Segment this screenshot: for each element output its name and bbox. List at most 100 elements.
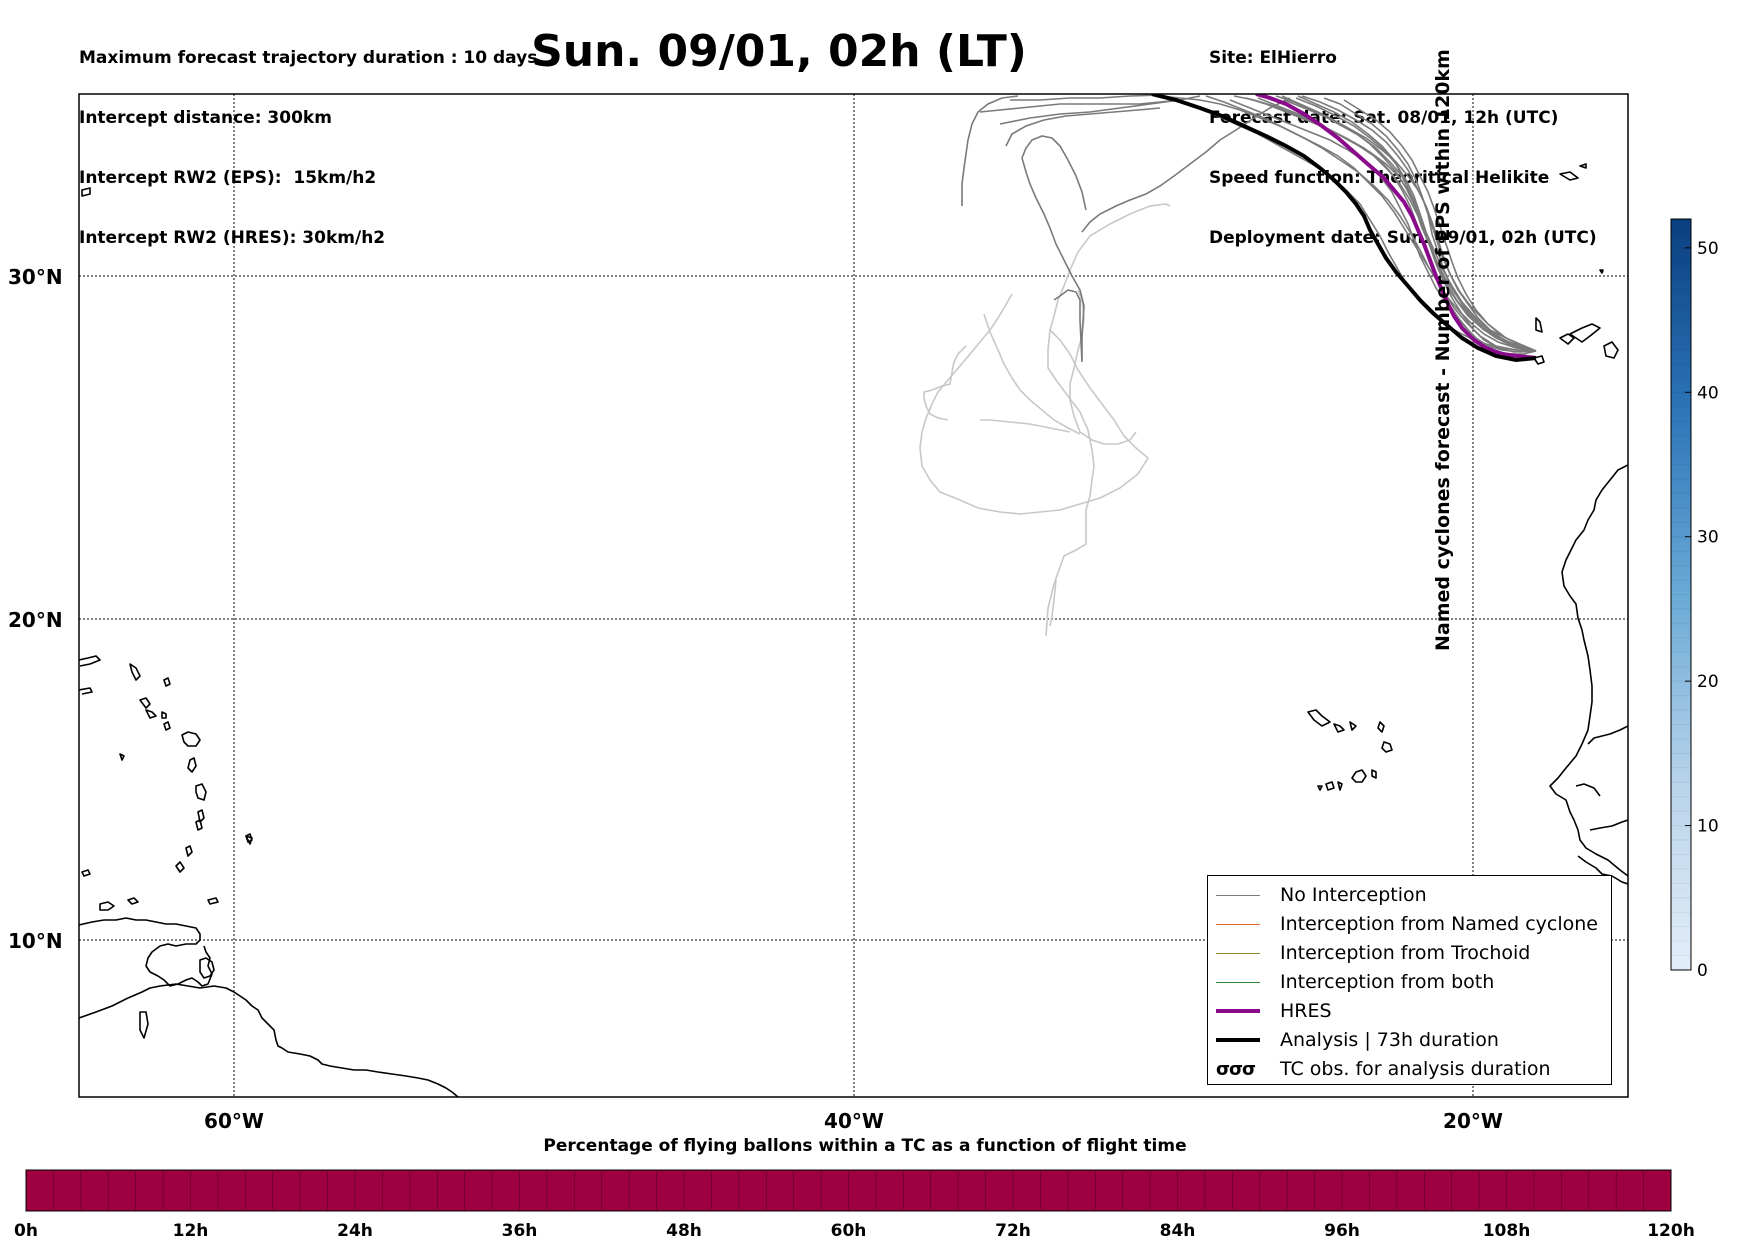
island-west [119, 753, 125, 761]
island-st-lucia [197, 809, 205, 823]
info-line: Deployment date: Sun. 09/01, 02h (UTC) [1209, 228, 1597, 248]
island-antilles-4 [139, 697, 151, 709]
header-info-left: Maximum forecast trajectory duration : 1… [79, 8, 537, 268]
colorbar-right-tick-label: 0 [1697, 961, 1708, 981]
coast-africa-2 [1587, 725, 1628, 745]
ensemble-track-4 [1053, 289, 1083, 363]
legend-swatch [1216, 1009, 1260, 1013]
faded-track-3 [919, 293, 1150, 515]
header-info-right: Site: ElHierro Forecast date: Sat. 08/01… [1209, 8, 1597, 268]
island-martinique [195, 783, 207, 801]
ensemble-track-20 [1323, 97, 1537, 352]
island-gran-canaria [1533, 355, 1545, 365]
page-title-text: Sun. 09/01, 02h (LT) [531, 26, 1027, 77]
ensemble-track-11 [1205, 95, 1537, 352]
colorbar-bottom-tick-label: 120h [1647, 1221, 1695, 1241]
colorbar-right-ticks: 0 10 20 30 40 50 [1671, 232, 1719, 981]
map-frame [78, 93, 1629, 1098]
ensemble-track-10 [1167, 97, 1537, 352]
faded-track-1 [1045, 203, 1171, 637]
island-curacao [99, 901, 115, 911]
coastlines-east [1307, 163, 1628, 885]
legend-label: Analysis | 73h duration [1280, 1029, 1499, 1051]
analysis-track [1151, 94, 1537, 363]
info-line: Maximum forecast trajectory duration : 1… [79, 48, 538, 68]
map-gridlines [79, 94, 1628, 1097]
legend-item-hres: HRES [1216, 998, 1332, 1024]
island-cv-9 [1337, 781, 1343, 791]
colorbar-bottom-title: Percentage of flying ballons within a TC… [543, 1136, 1187, 1156]
island-small-1 [175, 861, 185, 873]
page-title: Sun. 09/01, 02h (LT) [0, 26, 1752, 77]
island-antilles-8 [81, 869, 91, 877]
colorbar-right: 0 10 20 30 40 50 [1670, 218, 1719, 981]
lat-label-10: 10°N [8, 929, 63, 953]
island-cv-6 [1351, 769, 1367, 783]
legend-item-named-cyclone: Interception from Named cyclone [1216, 911, 1598, 937]
ensemble-track-12 [1229, 99, 1537, 353]
map-axis-labels: 30°N 20°N 10°N 60°W 40°W 20°W [8, 265, 1503, 1133]
island-cv-5 [1381, 741, 1393, 753]
coast-trinidad [199, 957, 215, 979]
ensemble-track-2 [1021, 135, 1085, 360]
island-cv-7 [1371, 769, 1377, 779]
island-canary-3 [1603, 341, 1619, 359]
ensemble-track-24 [1281, 95, 1537, 352]
colorbar-right-tick-label: 30 [1697, 528, 1719, 548]
island-cv-10 [1317, 785, 1323, 791]
island-dominica [187, 757, 197, 773]
coast-bissau [1577, 855, 1628, 885]
legend-swatch [1216, 894, 1260, 896]
island-grenada [185, 845, 193, 857]
island-canary-2 [1559, 333, 1575, 345]
island-antilles-3 [129, 663, 141, 681]
ensemble-track-6 [979, 99, 1181, 113]
legend-label: HRES [1280, 1000, 1332, 1022]
lat-label-20: 20°N [8, 608, 63, 632]
colorbar-right-label: Named cyclones forecast - Number of EPS … [1432, 49, 1455, 651]
faded-track-5 [923, 345, 967, 421]
colorbar-bottom: 0h 12h 24h 36h 48h 60h 72h 84h 96h 108h 120h [14, 1169, 1695, 1241]
island-cv-4 [1377, 721, 1385, 733]
colorbar-bottom-tick-label: 72h [995, 1221, 1031, 1241]
legend-swatch [1216, 1038, 1260, 1042]
legend-label: No Interception [1280, 884, 1427, 906]
colorbar-bottom-tick-label: 0h [14, 1221, 38, 1241]
info-line: Site: ElHierro [1209, 48, 1337, 68]
legend-label: Interception from both [1280, 971, 1495, 993]
legend-item-no-interception: No Interception [1216, 882, 1427, 908]
lon-label-60w: 60°W [204, 1109, 264, 1133]
lon-label-20w: 20°W [1443, 1109, 1503, 1133]
colorbar-bottom-tick-label: 12h [173, 1221, 209, 1241]
legend-item-tc-obs: σσσ TC obs. for analysis duration [1216, 1056, 1551, 1082]
legend-label: Interception from Named cyclone [1280, 913, 1598, 935]
island-trinidad-west [139, 1011, 149, 1039]
legend-swatch [1216, 952, 1260, 954]
island-tobago [207, 897, 219, 905]
coast-africa [1549, 464, 1628, 877]
legend-item-trochoid: Interception from Trochoid [1216, 940, 1530, 966]
island-aruba [127, 897, 139, 905]
island-madeira [1559, 171, 1579, 181]
island-antilles-2 [79, 687, 93, 695]
island-lanzarote-fuerteventura [1569, 323, 1601, 343]
colorbar-bottom-tick-label: 108h [1483, 1221, 1531, 1241]
lat-label-30: 30°N [8, 265, 63, 289]
info-line: Intercept RW2 (EPS): 15km/h2 [79, 168, 377, 188]
island-cv-3 [1349, 721, 1357, 731]
colorbar-bottom-ticks: 0h 12h 24h 36h 48h 60h 72h 84h 96h 108h 120h [14, 1221, 1695, 1241]
legend-swatch [1216, 923, 1260, 925]
ensemble-track-14 [1245, 97, 1537, 355]
coastlines [79, 187, 459, 1097]
island-guadeloupe [181, 731, 201, 747]
colorbar-bottom-tick-label: 96h [1324, 1221, 1360, 1241]
island-azores-small [1599, 269, 1604, 274]
island-marguerita [245, 835, 253, 845]
colorbar-right-tick-label: 50 [1697, 239, 1719, 259]
legend: No Interception Interception from Named … [1207, 875, 1612, 1085]
legend-item-analysis: Analysis | 73h duration [1216, 1027, 1499, 1053]
ensemble-track-15 [1283, 99, 1537, 352]
ensemble-track-7 [1005, 107, 1161, 147]
island-ne-small [81, 187, 91, 197]
